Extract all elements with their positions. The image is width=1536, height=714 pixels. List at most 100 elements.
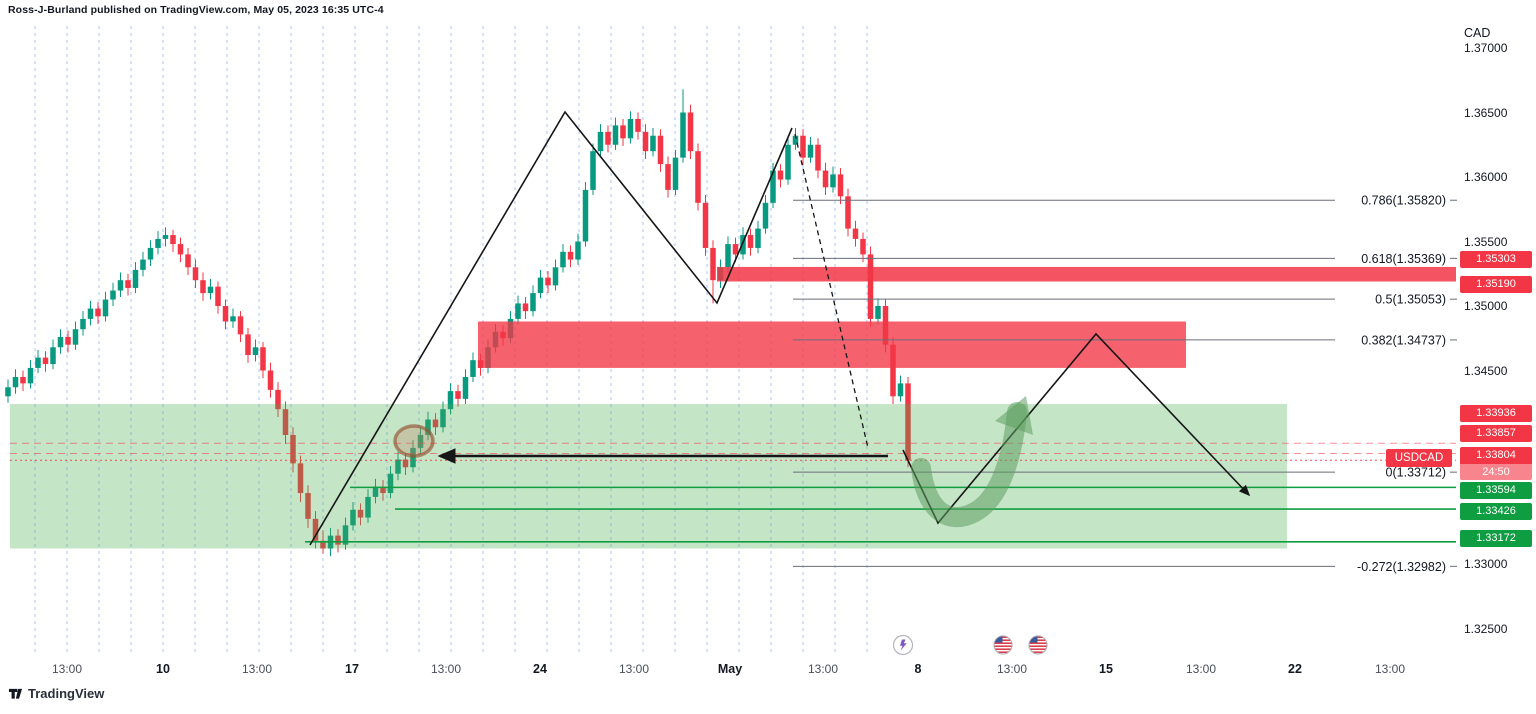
tradingview-logo[interactable]: TradingView bbox=[8, 686, 104, 701]
lightning-icon[interactable] bbox=[892, 634, 914, 656]
candle-body bbox=[807, 144, 814, 158]
candle-body bbox=[537, 277, 544, 294]
candle-body bbox=[125, 280, 131, 288]
candle-body bbox=[282, 409, 289, 435]
fib-level-label: 0(1.33712) bbox=[1386, 466, 1446, 480]
candle-body bbox=[147, 247, 154, 260]
candle-body bbox=[387, 473, 394, 494]
candle-body bbox=[177, 244, 184, 255]
candle-body bbox=[852, 228, 859, 239]
candle-body bbox=[470, 360, 476, 377]
candle-body bbox=[110, 290, 116, 300]
candle-body bbox=[200, 280, 206, 294]
candle-body bbox=[185, 254, 191, 268]
candle-body bbox=[65, 336, 71, 345]
fib-level-label: 0.786(1.35820) bbox=[1361, 194, 1446, 208]
candle-body bbox=[245, 334, 251, 356]
time-tick-label: May bbox=[717, 662, 743, 676]
tradingview-logo-icon bbox=[8, 688, 23, 699]
candle-body bbox=[905, 383, 911, 461]
candle-body bbox=[297, 463, 304, 494]
candle-body bbox=[897, 383, 904, 397]
fib-level-label: 0.5(1.35053) bbox=[1375, 293, 1446, 307]
candle-body bbox=[12, 376, 19, 388]
attribution-text: Ross-J-Burland published on TradingView.… bbox=[8, 4, 384, 16]
time-tick-label: 17 bbox=[345, 662, 359, 676]
candle-body bbox=[590, 151, 596, 190]
candle-body bbox=[732, 244, 739, 255]
candle-body bbox=[207, 286, 214, 294]
candle-body bbox=[890, 344, 896, 397]
flag-icon[interactable] bbox=[993, 635, 1013, 655]
time-tick-label: 13:00 bbox=[1185, 662, 1217, 676]
candle-body bbox=[740, 235, 746, 255]
candle-body bbox=[80, 318, 86, 330]
candle-body bbox=[290, 435, 296, 464]
candle-body bbox=[357, 509, 364, 518]
green-up-arrowhead bbox=[995, 396, 1033, 435]
candle-body bbox=[365, 496, 371, 518]
candle-body bbox=[170, 235, 176, 245]
candle-body bbox=[425, 419, 431, 435]
candle-body bbox=[320, 540, 326, 549]
candle-body bbox=[50, 347, 56, 365]
flag-icon[interactable] bbox=[1028, 635, 1048, 655]
candle-body bbox=[102, 299, 109, 317]
candle-body bbox=[87, 308, 94, 319]
candle-body bbox=[545, 277, 551, 286]
candle-body bbox=[680, 112, 686, 158]
candle-body bbox=[672, 157, 679, 190]
supply-zone-upper[interactable] bbox=[717, 266, 1456, 282]
candle-body bbox=[845, 196, 851, 229]
candle-body bbox=[95, 308, 101, 317]
candle-body bbox=[402, 459, 409, 468]
zigzag-trend-line[interactable] bbox=[309, 110, 793, 546]
candle-body bbox=[762, 202, 769, 229]
candle-body bbox=[770, 170, 776, 203]
tradingview-logo-text: TradingView bbox=[28, 686, 105, 701]
candle-body bbox=[515, 303, 521, 319]
candle-body bbox=[822, 170, 829, 188]
candle-body bbox=[140, 259, 146, 270]
candle-body bbox=[440, 409, 446, 428]
time-tick-label: 22 bbox=[1288, 662, 1302, 676]
candle-body bbox=[155, 238, 161, 248]
candle-body bbox=[42, 357, 49, 365]
time-tick-label: 13:00 bbox=[51, 662, 83, 676]
candle-body bbox=[650, 135, 656, 152]
candle-body bbox=[57, 336, 64, 348]
candle-body bbox=[530, 293, 536, 312]
supply-zone-382[interactable] bbox=[478, 321, 1186, 368]
candle-body bbox=[642, 131, 649, 152]
candle-body bbox=[830, 174, 836, 188]
time-tick-label: 10 bbox=[156, 662, 170, 676]
candle-body bbox=[5, 387, 11, 397]
candle-body bbox=[582, 189, 589, 242]
candle-body bbox=[597, 131, 604, 152]
candle-body bbox=[875, 306, 881, 319]
candle-body bbox=[575, 241, 581, 260]
green-up-arrow[interactable] bbox=[911, 402, 1027, 528]
candle-body bbox=[522, 303, 529, 312]
candle-body bbox=[777, 170, 784, 180]
candle-body bbox=[695, 151, 701, 203]
candle-body bbox=[792, 135, 799, 145]
candle-body bbox=[35, 357, 41, 368]
candle-body bbox=[417, 435, 424, 448]
candle-body bbox=[447, 391, 454, 410]
entry-circle-sketch[interactable] bbox=[393, 424, 435, 458]
candle-body bbox=[605, 131, 611, 145]
demand-zone[interactable] bbox=[10, 404, 1287, 549]
candle-body bbox=[132, 269, 139, 288]
time-tick-label: 13:00 bbox=[618, 662, 650, 676]
candle-body bbox=[267, 370, 274, 390]
candle-body bbox=[627, 118, 634, 139]
candle-body bbox=[785, 144, 791, 180]
candle-body bbox=[560, 251, 566, 268]
candle-body bbox=[230, 316, 236, 322]
candle-body bbox=[860, 238, 866, 255]
candle-body bbox=[702, 202, 709, 248]
